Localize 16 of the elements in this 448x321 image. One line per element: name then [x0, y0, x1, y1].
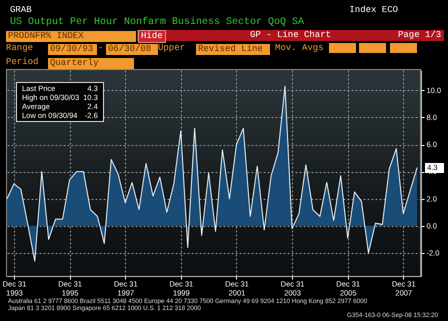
- text: GRAB: [10, 5, 32, 16]
- text: Mov. Avgs: [275, 43, 324, 54]
- text: Hide: [138, 30, 166, 43]
- text: GP - Line Chart: [250, 30, 332, 41]
- text: PRODNFR% INDEX: [5, 30, 137, 43]
- text: Page 1/3: [398, 30, 442, 41]
- text: 09/30/93: [47, 43, 98, 56]
- text: Period: [6, 57, 38, 68]
- chart-title: US Output Per Hour Nonfarm Business Sector QoQ SA: [10, 17, 304, 28]
- text: Index ECO: [349, 5, 398, 16]
- text: Upper: [158, 43, 186, 54]
- text: -: [98, 43, 104, 54]
- text: Revised Line: [195, 43, 271, 56]
- text: Range: [6, 43, 34, 54]
- text: 06/30/08: [105, 43, 159, 56]
- text: Quarterly: [47, 57, 135, 70]
